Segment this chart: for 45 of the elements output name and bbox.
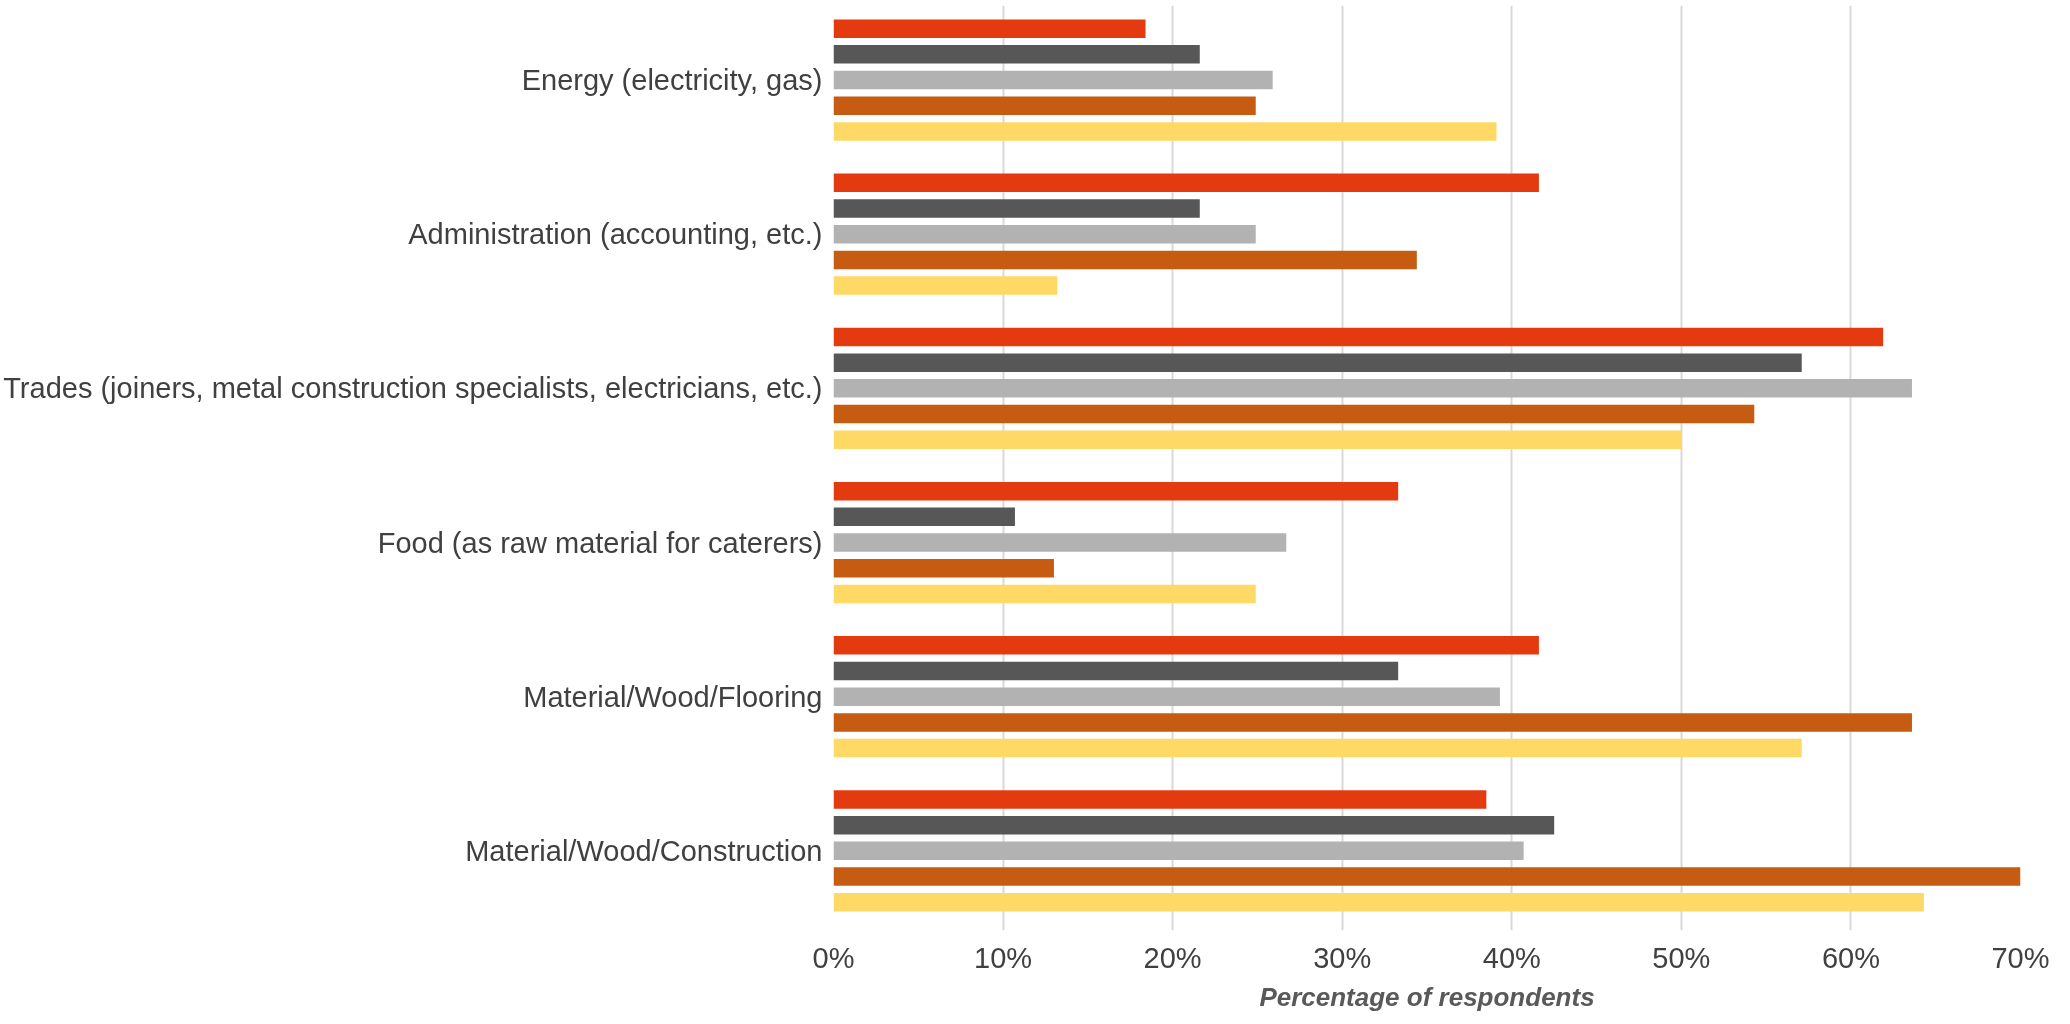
bar: [833, 661, 1399, 681]
x-axis-title: Percentage of respondents: [1259, 981, 1595, 1012]
bar: [833, 790, 1487, 809]
y-tick-label: Trades (joiners, metal construction specialists, electricians, etc.): [3, 372, 823, 405]
bar: [833, 379, 1912, 398]
x-tick-label: 10%: [974, 941, 1033, 974]
bar: [833, 70, 1273, 90]
x-tick-label: 30%: [1313, 941, 1372, 974]
bar: [833, 841, 1524, 861]
x-tick-label: 0%: [812, 941, 855, 974]
bar: [833, 327, 1884, 347]
x-tick-label: 70%: [1991, 941, 2050, 974]
y-tick-label: Energy (electricity, gas): [521, 64, 823, 97]
x-tick-label: 20%: [1143, 941, 1202, 974]
x-tick-label: 50%: [1652, 941, 1711, 974]
y-tick-label: Food (as raw material for caterers): [377, 526, 823, 559]
bar: [833, 96, 1256, 115]
bar: [833, 636, 1539, 655]
bar: [833, 353, 1802, 372]
bar: [833, 224, 1256, 244]
bar: [833, 45, 1200, 64]
x-tick-label: 40%: [1482, 941, 1541, 974]
bar: [833, 404, 1755, 424]
bar: [833, 122, 1497, 141]
bar: [833, 584, 1256, 604]
bar: [833, 173, 1539, 193]
bar: [833, 19, 1146, 38]
bar: [833, 199, 1200, 218]
bar: [833, 738, 1802, 758]
bar: [833, 250, 1417, 270]
bar: [833, 713, 1912, 732]
bar: [833, 892, 1924, 912]
bar: [833, 481, 1399, 501]
bar: [833, 815, 1555, 835]
bar: [833, 507, 1015, 527]
bar: [833, 867, 2021, 886]
bar: [833, 687, 1500, 706]
x-tick-label: 60%: [1821, 941, 1880, 974]
bar: [833, 276, 1058, 295]
bar: [833, 430, 1682, 449]
y-tick-label: Material/Wood/Flooring: [523, 680, 823, 713]
bar: [833, 558, 1054, 578]
bar: [833, 533, 1287, 552]
y-tick-label: Material/Wood/Construction: [465, 834, 823, 867]
y-tick-label: Administration (accounting, etc.): [408, 218, 823, 251]
